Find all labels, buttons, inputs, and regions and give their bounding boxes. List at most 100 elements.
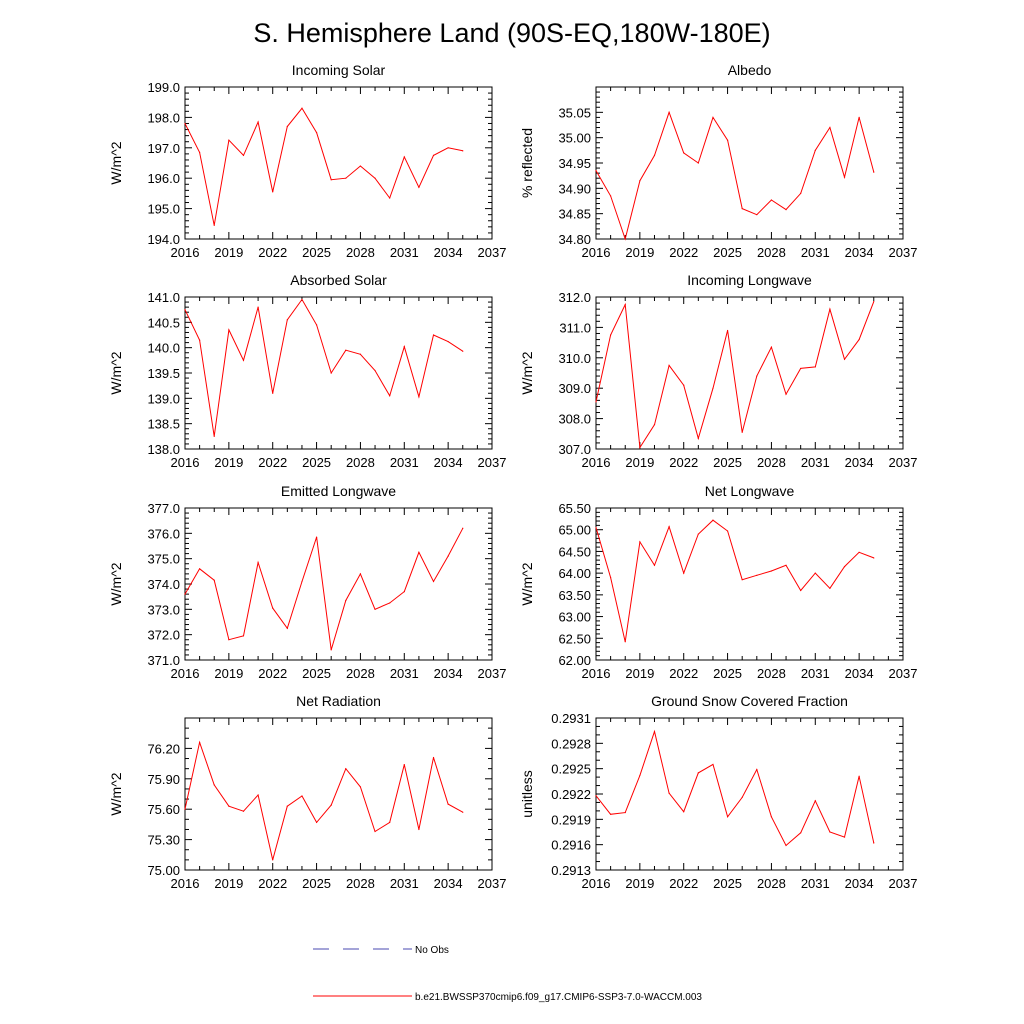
x-tick-label: 2028 [757,455,786,470]
data-point [286,125,288,128]
data-point [800,589,802,592]
series-line [595,301,875,449]
data-point [286,319,288,321]
data-point [624,811,626,814]
data-point [756,214,758,216]
x-tick-label: 2037 [478,455,507,470]
chart-panel-incoming-longwave: Incoming Longwave W/m^2 2016 2019 2022 2025 20… [519,272,917,470]
axes [184,507,493,661]
data-point [228,805,230,807]
data-point [741,579,743,581]
y-tick-label: 138.0 [147,442,180,457]
data-point [712,519,714,521]
plot-frame [595,717,904,871]
y-tick-label: 65.00 [558,523,591,538]
data-point [301,580,303,583]
data-point [447,340,449,343]
data-point [418,186,420,188]
axes [595,717,904,871]
y-tick-label: 63.50 [558,588,591,603]
data-point [756,375,758,377]
x-tick-label: 2019 [214,876,243,891]
y-tick-label: 308.0 [558,412,591,427]
x-tick-label: 2019 [214,245,243,260]
y-tick-label: 63.00 [558,610,591,625]
chart-panel-net-longwave: Net Longwave W/m^2 2016 2019 2022 2025 2028 203… [519,483,917,681]
y-tick-label: 75.90 [147,772,180,787]
x-tick-label: 2025 [713,455,742,470]
data-point [330,649,332,651]
axes [184,717,493,871]
data-point [653,564,656,566]
data-point [315,324,318,326]
plot-frame [184,296,493,450]
data-point [330,372,332,374]
x-tick-label: 2034 [845,455,874,470]
data-point [374,830,376,833]
y-tick-label: 138.5 [147,417,180,432]
x-tick-label: 2031 [801,876,830,891]
data-point [403,764,405,766]
data-point [462,150,464,152]
data-point [184,593,186,595]
data-point [712,387,714,389]
data-point [843,176,846,178]
data-point [432,334,435,336]
data-point [359,786,362,788]
data-point [873,557,875,559]
data-point [639,180,641,182]
axes [184,86,493,240]
data-point [462,811,464,813]
y-tick-label: 0.2925 [551,762,591,777]
x-tick-label: 2031 [801,245,830,260]
data-point [785,393,787,395]
y-tick-label: 34.95 [558,156,591,171]
data-point [389,821,391,823]
data-point [668,111,670,113]
page-title: S. Hemisphere Land (90S-EQ,180W-180E) [253,18,770,48]
x-tick-label: 2022 [669,245,698,260]
x-tick-label: 2016 [171,245,200,260]
data-point [315,132,318,134]
y-tick-label: 374.0 [147,577,180,592]
y-axis-label: % reflected [519,128,535,198]
x-tick-label: 2025 [302,455,331,470]
data-point [668,526,670,528]
panel-title: Emitted Longwave [281,483,396,499]
x-tick-label: 2034 [845,666,874,681]
data-point [199,151,201,153]
x-tick-label: 2016 [582,876,611,891]
data-point [800,832,802,834]
data-point [462,527,464,529]
x-tick-label: 2019 [625,876,654,891]
y-tick-label: 141.0 [147,290,180,305]
x-tick-label: 2016 [582,455,611,470]
x-tick-label: 2022 [258,245,287,260]
x-tick-label: 2022 [669,455,698,470]
data-point [814,366,816,368]
x-tick-label: 2022 [258,455,287,470]
data-point [639,541,641,543]
plot-frame [184,717,493,871]
data-point [829,831,831,833]
data-point [814,149,816,151]
data-point [359,353,362,355]
data-point [829,587,831,589]
x-tick-label: 2031 [801,666,830,681]
x-tick-label: 2016 [171,455,200,470]
data-point [843,836,846,838]
x-tick-label: 2037 [478,666,507,681]
y-tick-label: 35.05 [558,105,591,120]
data-point [359,165,362,167]
data-point [330,179,332,181]
x-tick-label: 2016 [582,666,611,681]
data-point [683,572,685,574]
panel-title: Albedo [728,62,772,78]
y-tick-label: 62.50 [558,631,591,646]
chart-panel-net-radiation: Net Radiation W/m^2 2016 2019 2022 2025 2028 20… [108,693,506,891]
legend-item-model-run: b.e21.BWSSP370cmip6.f09_g17.CMIP6-SSP3-7… [313,992,702,1003]
x-tick-label: 2028 [346,455,375,470]
y-tick-label: 0.2916 [551,838,591,853]
y-tick-label: 376.0 [147,526,180,541]
